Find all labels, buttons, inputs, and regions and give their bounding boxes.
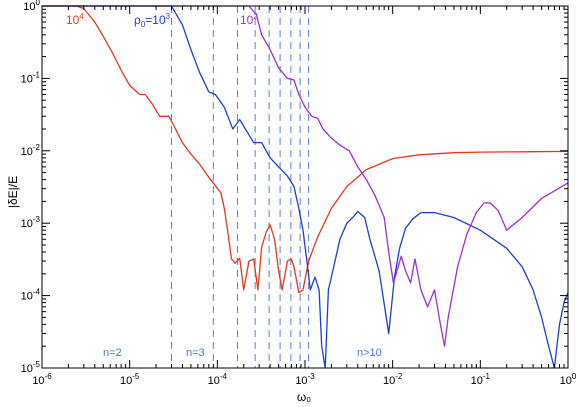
series-label-1e4-exp: 4	[79, 12, 84, 21]
x-tick-label-5: 10-1	[471, 372, 491, 387]
series-label-rho-eq: =10	[145, 13, 166, 27]
series-label-1e4-base: 10	[66, 13, 80, 27]
plot-frame	[41, 5, 569, 369]
y-tick-label-1: 10-4	[21, 288, 41, 303]
y-tick-label-4: 10-1	[21, 70, 41, 85]
x-axis-label: ω₀	[297, 390, 311, 404]
x-tick-label-4: 10-2	[383, 372, 403, 387]
axis-ticks	[41, 6, 568, 369]
series-label-rho-exp: 3	[166, 12, 171, 21]
series-label-1e2: 102	[240, 12, 258, 27]
y-tick-label-3: 10-2	[21, 143, 41, 158]
series-label-1e4: 104	[66, 12, 84, 27]
y-tick-label-5: 100	[23, 0, 40, 13]
y-tick-label-0: 10-5	[21, 360, 41, 375]
x-tick-label-0: 10-6	[32, 372, 52, 387]
series-line-2	[42, 5, 569, 347]
axis-tick-labels: 10-6 10-5 10-4 10-3 10-2 10-1 10010-510-410-31…	[21, 0, 577, 387]
x-tick-label-1: 10-5	[120, 372, 140, 387]
series-line-1	[42, 5, 569, 369]
series-label-rho-sub: 0	[141, 20, 146, 29]
y-axis-label: |δE|/E	[6, 176, 20, 208]
series-lines	[42, 5, 569, 369]
x-tick-label-2: 10-4	[208, 372, 228, 387]
series-label-rho-base: ρ	[134, 13, 141, 27]
x-tick-label-3: 10-3	[295, 372, 315, 387]
resonance-dashed-lines	[170, 6, 310, 368]
x-tick-label-6: 100	[560, 372, 577, 387]
series-label-rho0-1e3: ρ0=103	[134, 12, 171, 29]
series-label-1e2-base: 10	[240, 13, 254, 27]
region-label-n10: n>10	[357, 347, 382, 359]
series-line-0	[42, 5, 569, 294]
y-tick-label-2: 10-3	[21, 215, 41, 230]
series-label-1e2-exp: 2	[253, 12, 258, 21]
region-label-n2: n=2	[103, 347, 122, 359]
region-label-n3: n=3	[186, 347, 205, 359]
